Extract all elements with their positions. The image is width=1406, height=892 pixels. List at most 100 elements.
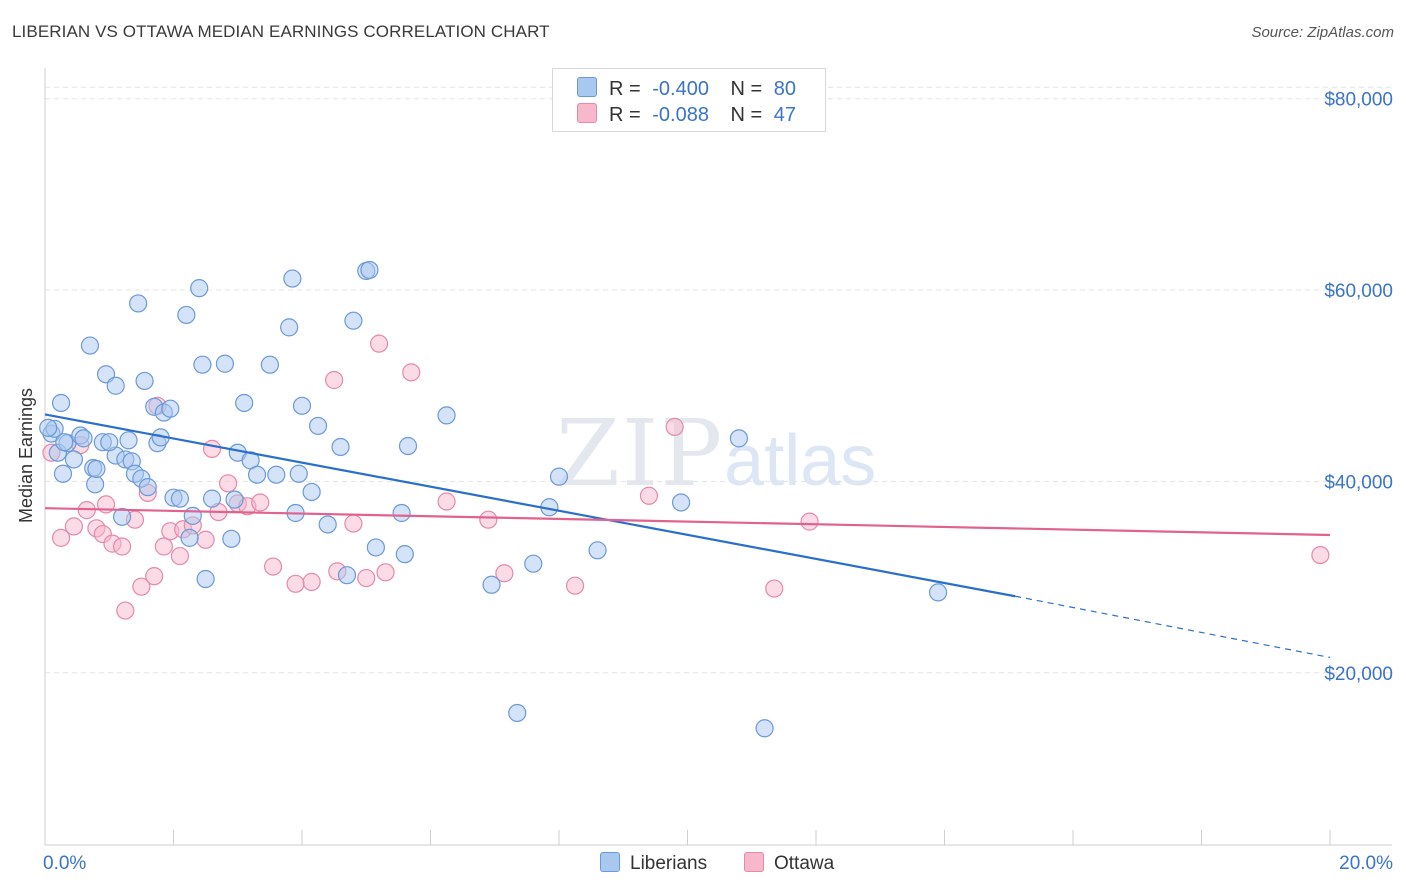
liberians-point [39, 418, 58, 437]
liberians-point [398, 436, 418, 456]
bottom-legend-ottawa[interactable]: Ottawa [744, 852, 834, 875]
y-tick-label: $20,000 [1324, 664, 1393, 685]
ottawa-point [302, 572, 321, 591]
liberians-point [729, 429, 749, 448]
y-tick-label: $60,000 [1324, 281, 1393, 302]
liberians-point [183, 506, 202, 525]
ottawa-point [437, 492, 456, 511]
liberians-point [196, 569, 215, 589]
bottom-legend-liberians[interactable]: Liberians [600, 852, 707, 875]
ottawa-point [370, 334, 389, 353]
bottom-legend-swatch-liberians [600, 852, 620, 872]
liberians-point [55, 433, 74, 452]
ottawa-point [219, 474, 238, 493]
legend-swatch-liberians [577, 77, 597, 97]
x-tick-label-start: 0.0% [43, 853, 86, 874]
ottawa-point [251, 493, 270, 512]
ottawa-point [565, 576, 585, 595]
liberians-point [671, 493, 691, 512]
liberians-point [344, 311, 363, 330]
y-tick-label: $40,000 [1324, 472, 1393, 493]
liberians-point [112, 507, 132, 526]
ottawa-point [112, 537, 132, 556]
ottawa-point [202, 439, 222, 458]
liberians-point [366, 538, 385, 557]
liberians-point [331, 437, 350, 457]
liberians-point [161, 399, 180, 418]
watermark-atlas: atlas [724, 421, 877, 501]
ottawa-trend-line [44, 507, 1331, 537]
ottawa-point [64, 517, 84, 536]
liberians-point [280, 318, 299, 337]
stats-legend: R = -0.400 N = 80 R = -0.088 N = 47 [552, 68, 826, 132]
liberians-point [119, 431, 138, 450]
liberians-point [235, 393, 254, 413]
ottawa-point [800, 512, 819, 531]
ottawa-point [765, 579, 784, 598]
liberians-point [289, 464, 308, 483]
liberians-point [222, 529, 241, 548]
ottawa-point [1311, 545, 1330, 565]
liberians-point [106, 376, 125, 395]
ottawa-point [479, 510, 498, 529]
ottawa-point [170, 546, 190, 566]
liberians-point [260, 355, 279, 374]
grid-lines [45, 86, 1392, 674]
liberians-point [80, 336, 100, 355]
liberians-point [524, 554, 543, 573]
liberians-point [87, 459, 106, 479]
legend-r-label: R = [609, 104, 641, 126]
liberians-point [51, 393, 71, 413]
ottawa-point [325, 370, 344, 390]
liberians-point [292, 396, 312, 415]
bottom-legend-label-ottawa: Ottawa [774, 853, 835, 874]
liberians-point [437, 406, 456, 425]
legend-row-ottawa: R = -0.088 N = 47 [577, 103, 796, 127]
liberians-point [225, 490, 244, 509]
ottawa-point [402, 363, 421, 382]
legend-r-label: R = [609, 78, 641, 100]
liberians-point [86, 475, 105, 494]
liberians-point [549, 467, 569, 486]
chart-title: LIBERIAN VS OTTAWA MEDIAN EARNINGS CORRE… [12, 22, 550, 41]
liberians-point [392, 503, 411, 523]
liberians-point [360, 260, 379, 280]
ottawa-point [357, 568, 376, 588]
liberians-point [215, 354, 234, 373]
liberians-point [337, 566, 357, 585]
ottawa-point [376, 563, 395, 582]
ottawa-point [495, 564, 514, 583]
liberians-point [247, 465, 267, 484]
y-axis-title: Median Earnings [16, 388, 36, 523]
legend-r-value: -0.088 [652, 104, 709, 126]
liberians-trend-extension [1015, 595, 1331, 659]
source-label: Source: ZipAtlas.com [1251, 24, 1394, 41]
ottawa-points [42, 334, 1330, 620]
ottawa-point [154, 537, 173, 556]
liberians-point [100, 433, 119, 452]
liberians-point [283, 269, 302, 288]
bottom-legend-swatch-ottawa [744, 852, 764, 872]
ottawa-point [116, 601, 135, 620]
liberians-point [308, 416, 328, 436]
watermark: ZIPatlas [556, 400, 876, 507]
legend-n-value: 47 [773, 104, 797, 126]
watermark-zip: ZIP [556, 400, 725, 507]
liberians-point [180, 528, 199, 547]
liberians-point [302, 482, 321, 502]
liberians-point [74, 429, 93, 448]
liberians-point [193, 355, 212, 374]
liberians-trend-line [44, 413, 1016, 598]
liberians-point [135, 371, 154, 391]
legend-r-value: -0.400 [652, 78, 709, 100]
liberians-point [482, 575, 501, 594]
liberians-point [64, 450, 84, 469]
liberians-point [755, 719, 774, 738]
ottawa-point [639, 486, 659, 505]
ottawa-point [263, 557, 283, 576]
ottawa-point [196, 530, 215, 549]
liberians-point [508, 703, 527, 723]
liberians-point [395, 545, 414, 564]
liberians-point [138, 478, 157, 497]
